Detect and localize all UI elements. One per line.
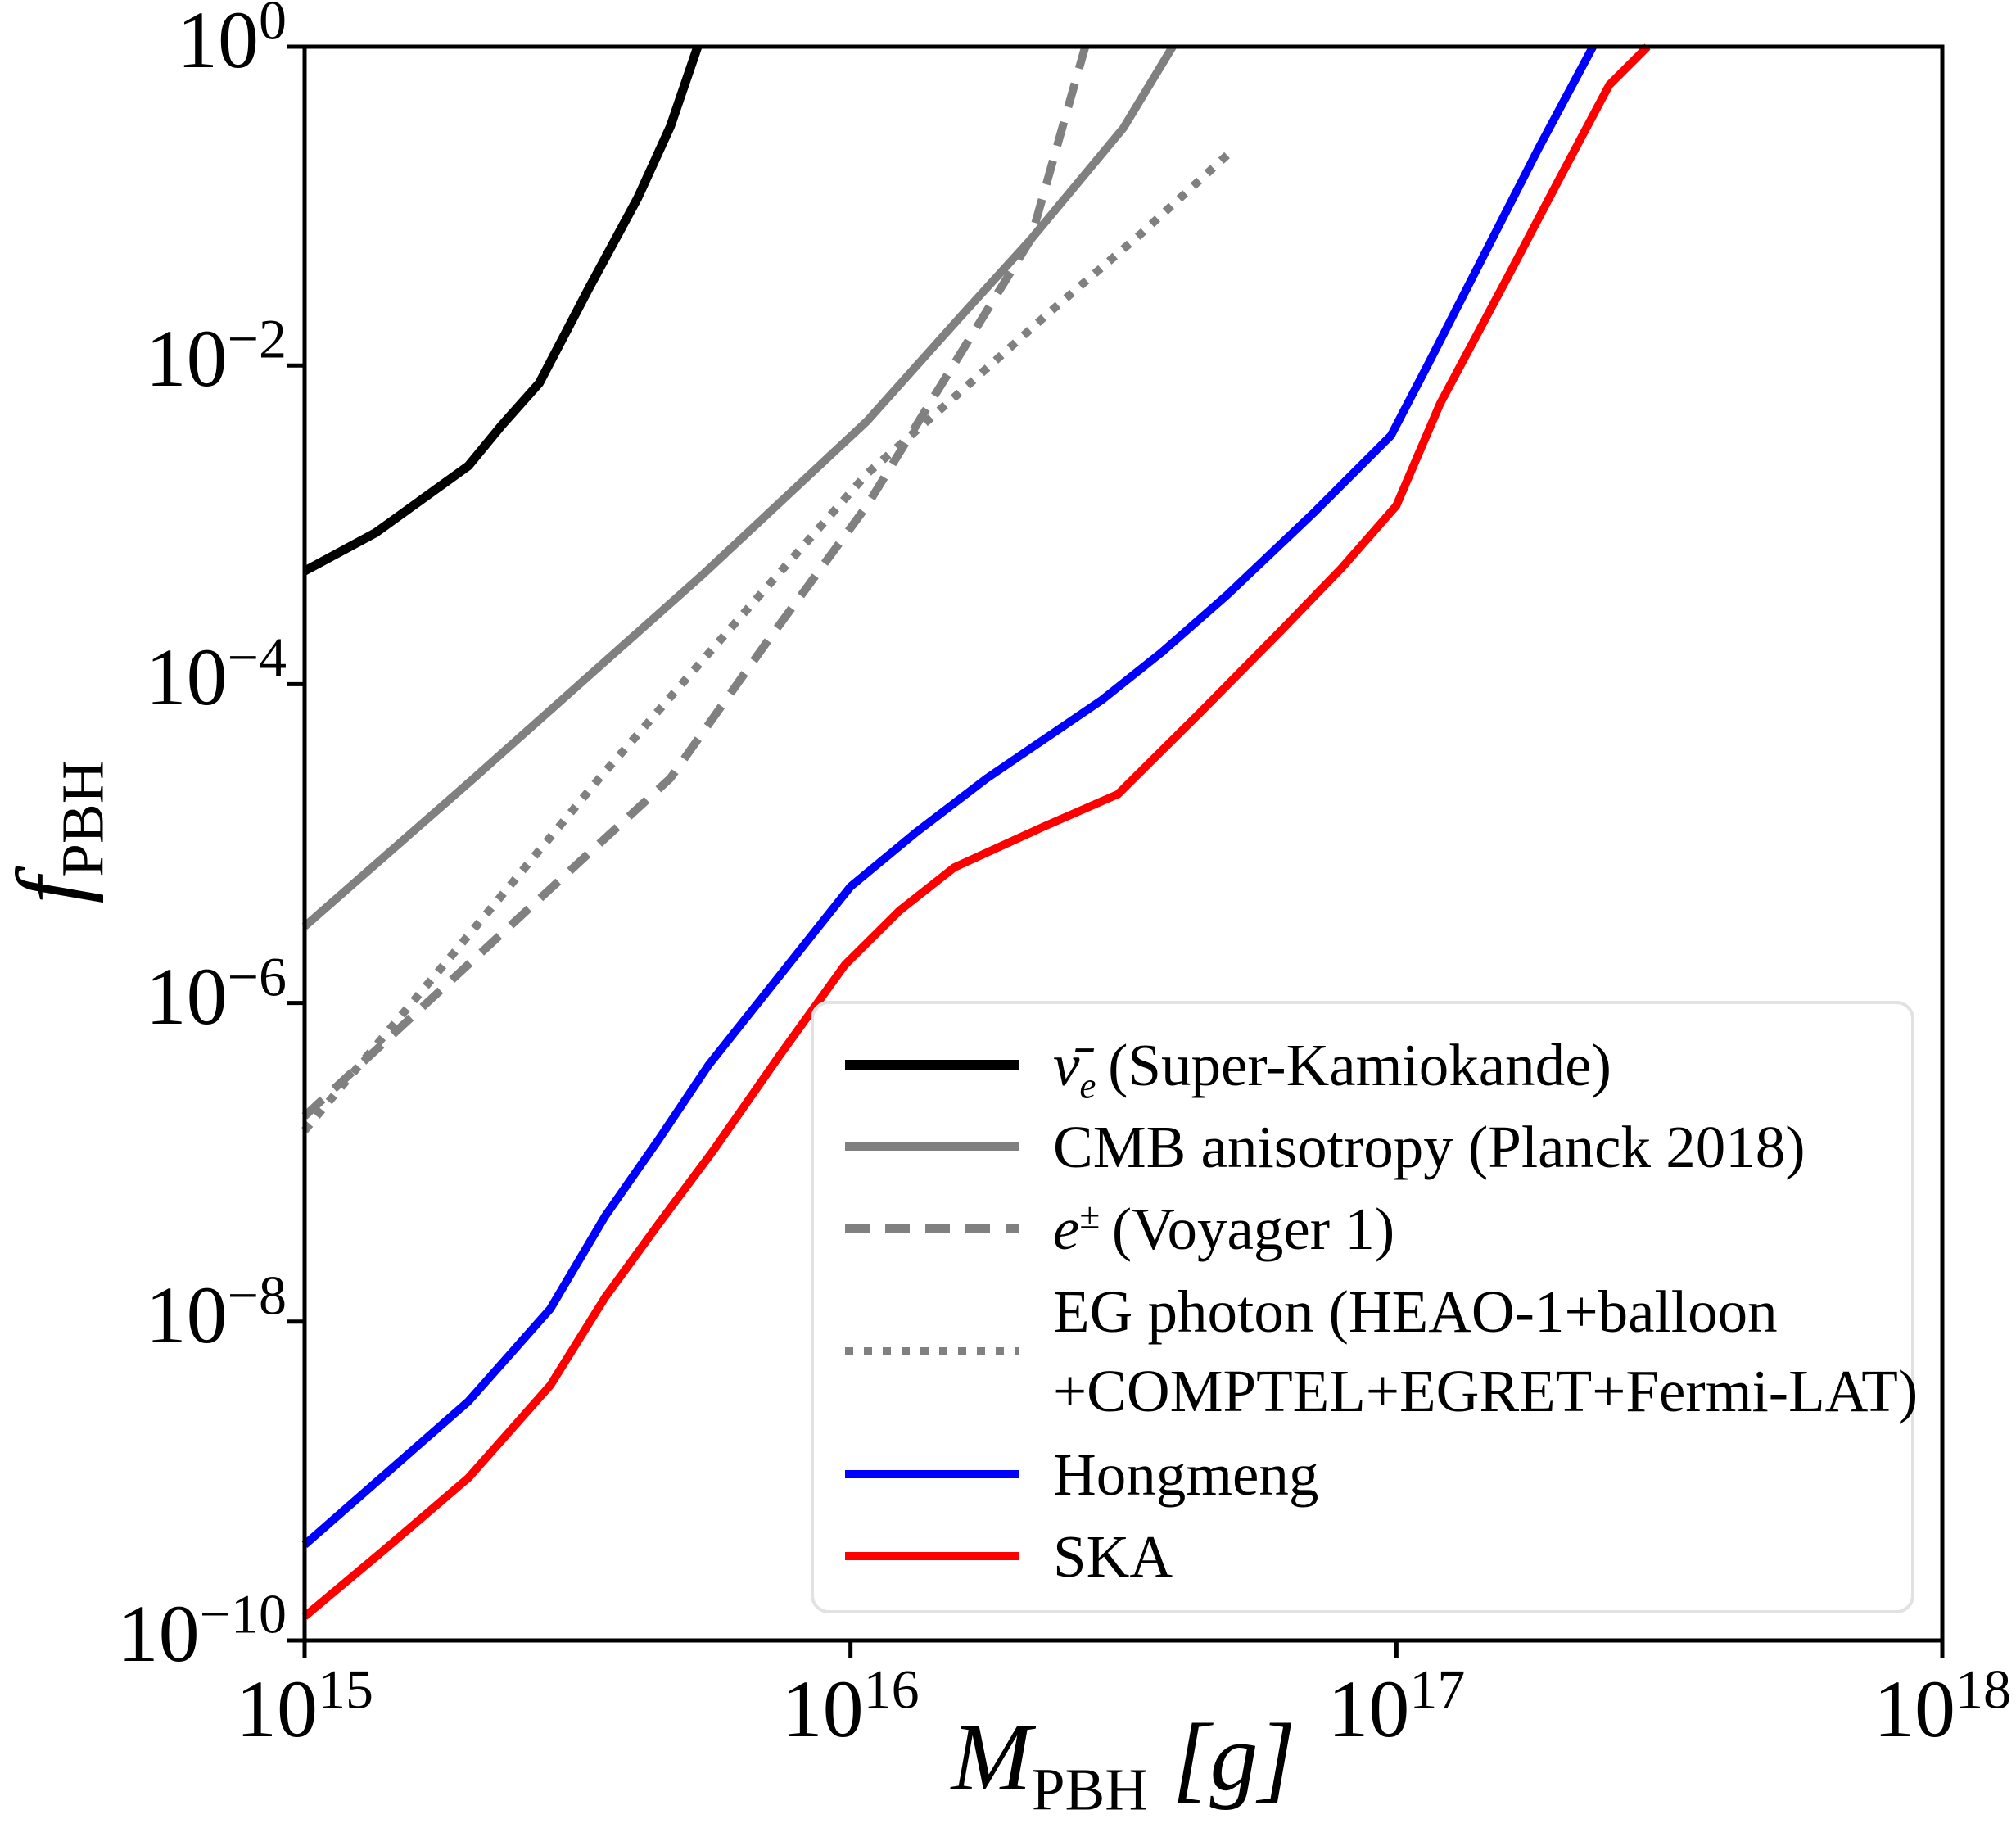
legend-entry-ska: SKA [845, 1515, 1878, 1597]
y-axis-label: fPBH [0, 760, 116, 903]
legend-box: ν̄e (Super-Kamiokande) CMB anisotropy (Pl… [811, 1001, 1918, 1613]
x-axis-label-symbol: M [951, 1704, 1032, 1811]
series-line-voyager-epm [301, 45, 1090, 1120]
legend-label-cmb-planck: CMB anisotropy (Planck 2018) [1053, 1113, 1806, 1180]
y-axis-label-symbol: f [0, 876, 104, 904]
legend-entry-nu-super-kamiokande: ν̄e (Super-Kamiokande) [845, 1024, 1878, 1106]
y-tick-label-0: 100 [177, 0, 287, 85]
legend-sample-line-eg-photon [845, 1347, 1019, 1355]
legend-sample-line-ska [845, 1552, 1019, 1560]
axes-spines [302, 44, 1945, 1643]
x-axis-label-subscript: PBH [1031, 1756, 1149, 1823]
y-tick-label-−10: 10−10 [117, 1582, 287, 1679]
x-axis-label-unit: [g] [1148, 1704, 1296, 1811]
legend-label-eg-photon: EG photon (HEAO-1+balloon +COMPTEL+EGRET+… [1053, 1278, 1919, 1424]
series-line-hongmeng [301, 44, 1597, 1548]
y-axis-label-subscript: PBH [49, 760, 116, 877]
y-tick-label-−4: 10−4 [145, 627, 287, 723]
series-line-nu-super-kamiokande [302, 45, 703, 576]
series-line-eg-photon [301, 152, 1231, 1133]
legend-label-hongmeng: Hongmeng [1053, 1441, 1319, 1508]
legend-sample-line-cmb-planck [845, 1142, 1019, 1151]
legend-sample-line-hongmeng [845, 1470, 1019, 1478]
x-tick-label-16: 1016 [781, 1658, 920, 1754]
legend-label-nu-super-kamiokande: ν̄e (Super-Kamiokande) [1053, 1031, 1611, 1106]
legend-entry-eg-photon: EG photon (HEAO-1+balloon +COMPTEL+EGRET+… [845, 1269, 1918, 1433]
legend-sample-line-voyager-epm [845, 1224, 1019, 1233]
legend-label-ska: SKA [1053, 1523, 1173, 1590]
y-tick-label-−2: 10−2 [145, 307, 287, 405]
legend-sample-line-nu-super-kamiokande [845, 1060, 1019, 1070]
legend-label-voyager-epm: e± (Voyager 1) [1053, 1195, 1395, 1262]
y-tick-label-−8: 10−8 [145, 1264, 287, 1360]
legend-entry-cmb-planck: CMB anisotropy (Planck 2018) [845, 1106, 1878, 1188]
x-tick-label-15: 1015 [236, 1658, 373, 1754]
series-line-ska [301, 43, 1651, 1620]
x-tick-label-17: 1017 [1327, 1658, 1466, 1754]
legend-entry-voyager-epm: e± (Voyager 1) [845, 1188, 1878, 1269]
x-axis-label: MPBH [g] [951, 1709, 1296, 1820]
series-line-cmb-planck [301, 44, 1177, 930]
legend-entry-hongmeng: Hongmeng [845, 1433, 1878, 1515]
y-tick-label-−6: 10−6 [145, 945, 287, 1042]
x-tick-label-18: 1018 [1874, 1658, 2011, 1754]
